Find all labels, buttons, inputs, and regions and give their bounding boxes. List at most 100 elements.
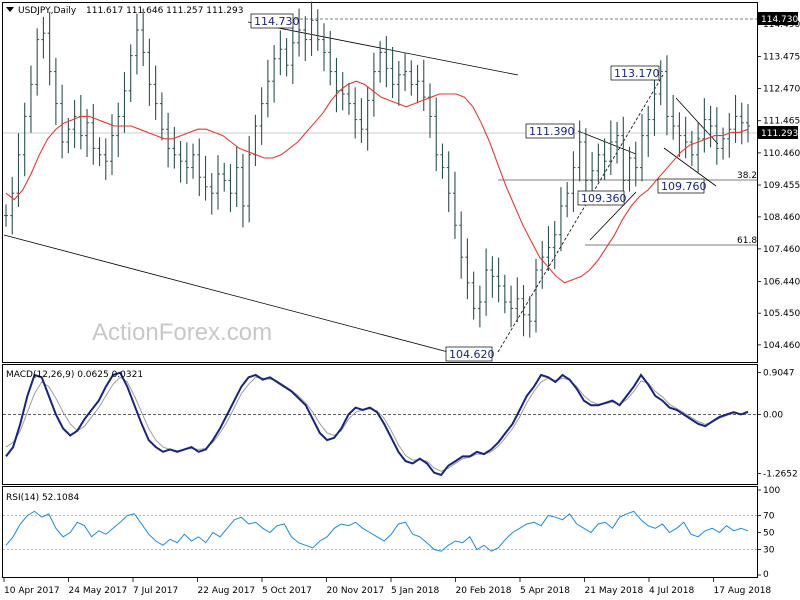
date-tick-label: 7 Jul 2017 bbox=[133, 586, 178, 596]
rsi-series bbox=[3, 510, 757, 552]
triangle-upper-line bbox=[577, 130, 637, 155]
ohlc-bar bbox=[689, 130, 694, 166]
macd-signal-line bbox=[5, 376, 749, 472]
axes: 114.490113.475112.470111.465110.460109.4… bbox=[3, 20, 800, 596]
ohlc-readout: 111.617 111.646 111.257 111.293 bbox=[86, 6, 243, 16]
ohlc-bar bbox=[428, 83, 432, 138]
ohlc-bar bbox=[128, 44, 133, 102]
ohlc-bar bbox=[153, 65, 158, 120]
ohlc-bar bbox=[702, 98, 707, 153]
ohlc-bar bbox=[521, 285, 526, 337]
ohlc-bar bbox=[346, 82, 351, 115]
fib-38-label: 38.2 bbox=[737, 171, 757, 181]
ohlc-bar bbox=[247, 135, 252, 223]
ohlc-bar bbox=[490, 256, 495, 298]
ohlc-bar bbox=[334, 57, 339, 113]
ohlc-bar bbox=[371, 52, 376, 117]
price-tick-label: 111.465 bbox=[763, 117, 800, 127]
ohlc-bar bbox=[658, 60, 663, 106]
chart-title: USDJPY,Daily bbox=[18, 6, 77, 16]
date-tick-label: 17 Aug 2018 bbox=[714, 586, 772, 596]
macd-tick-label: 0.9047 bbox=[763, 368, 795, 378]
ohlc-bar bbox=[396, 61, 401, 106]
ohlc-bar bbox=[209, 173, 214, 215]
box-label-114730: 114.730 bbox=[250, 13, 300, 29]
box-label-111390: 111.390 bbox=[525, 123, 575, 139]
ohlc-bar bbox=[627, 146, 632, 192]
ohlc-bar bbox=[727, 112, 732, 158]
ohlc-bar bbox=[721, 127, 726, 160]
ohlc-bar bbox=[10, 176, 15, 235]
ohlc-bar bbox=[640, 114, 644, 182]
ohlc-bar bbox=[452, 171, 457, 239]
ohlc-bar bbox=[696, 122, 701, 174]
ohlc-bar bbox=[390, 46, 395, 99]
ohlc-bar bbox=[434, 97, 439, 172]
ohlc-bar bbox=[72, 100, 77, 149]
date-tick-label: 20 Nov 2017 bbox=[327, 586, 385, 596]
ohlc-bar bbox=[91, 103, 96, 165]
ohlc-bar bbox=[446, 151, 451, 213]
ohlc-bar bbox=[340, 71, 345, 111]
ohlc-bar bbox=[197, 138, 202, 197]
ohlc-bar bbox=[502, 274, 507, 314]
ohlc-bar bbox=[602, 138, 607, 181]
ohlc-bar bbox=[683, 116, 688, 159]
date-tick-label: 20 Feb 2018 bbox=[456, 586, 512, 596]
svg-text:114.730: 114.730 bbox=[254, 15, 300, 28]
static-overlays bbox=[3, 18, 757, 353]
dropdown-triangle-icon[interactable] bbox=[6, 7, 14, 12]
price-tick-label: 110.460 bbox=[763, 149, 800, 159]
ohlc-bar bbox=[403, 52, 408, 92]
ohlc-bar bbox=[471, 271, 476, 320]
price-series bbox=[4, 1, 750, 338]
rsi-line bbox=[5, 510, 749, 552]
ohlc-bar bbox=[53, 57, 58, 126]
ohlc-bar bbox=[309, 1, 314, 56]
ohlc-bar bbox=[596, 143, 601, 182]
ohlc-bar bbox=[421, 59, 426, 111]
ohlc-bar bbox=[552, 221, 557, 270]
svg-text:111.390: 111.390 bbox=[529, 125, 575, 138]
ohlc-bar bbox=[78, 94, 83, 150]
ohlc-bar bbox=[365, 86, 370, 151]
ohlc-bar bbox=[191, 143, 196, 179]
ohlc-bar bbox=[228, 164, 233, 213]
ohlc-bar bbox=[546, 226, 551, 271]
ohlc-bar bbox=[159, 92, 164, 141]
price-panel-frame bbox=[2, 2, 758, 363]
ohlc-bar bbox=[677, 112, 682, 158]
price-tick-label: 109.455 bbox=[763, 181, 800, 191]
ohlc-bar bbox=[540, 240, 545, 289]
top-level-tag: 114.730 bbox=[758, 12, 798, 25]
svg-text:109.360: 109.360 bbox=[581, 192, 627, 205]
rsi-tick-label: 30 bbox=[763, 546, 775, 556]
ohlc-bar bbox=[141, 8, 146, 67]
rsi-tick-label: 70 bbox=[763, 512, 775, 522]
price-tick-label: 112.470 bbox=[763, 85, 800, 95]
ohlc-bar bbox=[359, 98, 364, 143]
ohlc-bar bbox=[116, 102, 121, 158]
price-tick-label: 106.440 bbox=[763, 278, 800, 288]
date-tick-label: 24 May 2017 bbox=[69, 586, 128, 596]
rally-trend-line bbox=[497, 74, 664, 353]
ohlc-bar bbox=[203, 155, 208, 201]
ohlc-bar bbox=[384, 36, 389, 88]
ohlc-bar bbox=[746, 103, 750, 143]
ohlc-bar bbox=[633, 141, 638, 187]
macd-tick-label: 0.00 bbox=[763, 411, 783, 421]
ohlc-bar bbox=[253, 114, 258, 166]
wedge-lower-line bbox=[663, 147, 717, 187]
ohlc-bar bbox=[216, 155, 220, 210]
ohlc-bar bbox=[652, 75, 657, 136]
ohlc-bar bbox=[477, 285, 482, 328]
ohlc-bar bbox=[671, 94, 676, 140]
rsi-tick-label: 100 bbox=[763, 486, 780, 496]
ohlc-bar bbox=[328, 30, 333, 86]
box-label-109360: 109.360 bbox=[577, 190, 627, 206]
ohlc-bar bbox=[178, 141, 183, 183]
ohlc-bar bbox=[739, 102, 744, 145]
ohlc-bar bbox=[415, 64, 420, 104]
channel-upper-line bbox=[247, 21, 519, 76]
ohlc-bar bbox=[527, 295, 532, 338]
